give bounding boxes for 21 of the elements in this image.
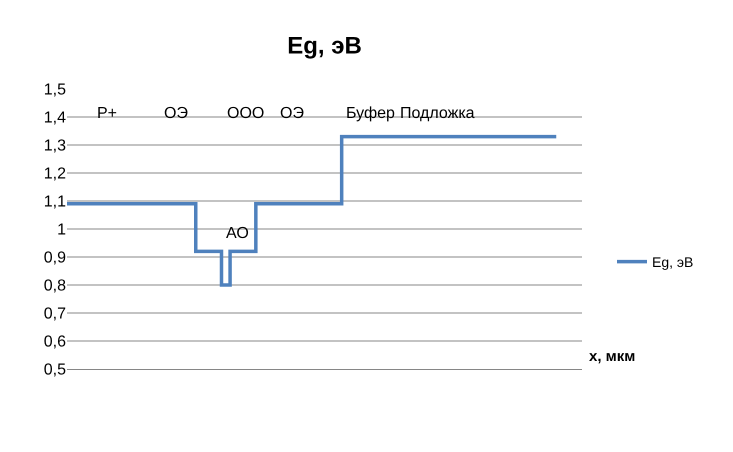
y-tick-label: 1,1 xyxy=(44,194,66,211)
y-tick-label: 1,3 xyxy=(44,138,66,155)
annotation: ООО xyxy=(227,105,264,122)
annotation: ОЭ xyxy=(280,105,304,122)
x-axis-title: x, мкм xyxy=(589,348,636,365)
y-tick-label: 1,4 xyxy=(44,110,66,127)
y-tick-label: 1,5 xyxy=(44,82,66,99)
y-tick-label: 0,5 xyxy=(44,362,66,379)
y-tick-label: 1,2 xyxy=(44,166,66,183)
y-tick-label: 1 xyxy=(57,222,66,239)
annotation: ОЭ xyxy=(164,105,188,122)
annotation: АО xyxy=(226,225,249,242)
y-tick-label: 0,9 xyxy=(44,250,66,267)
chart-title: Eg, эВ xyxy=(287,32,362,60)
annotation: Буфер xyxy=(346,105,396,122)
y-tick-label: 0,8 xyxy=(44,278,66,295)
y-tick-label: 0,7 xyxy=(44,306,66,323)
annotation: P+ xyxy=(97,105,118,122)
legend-label: Eg, эВ xyxy=(652,254,694,270)
y-tick-label: 0,6 xyxy=(44,334,66,351)
annotation: Подложка xyxy=(400,105,475,122)
